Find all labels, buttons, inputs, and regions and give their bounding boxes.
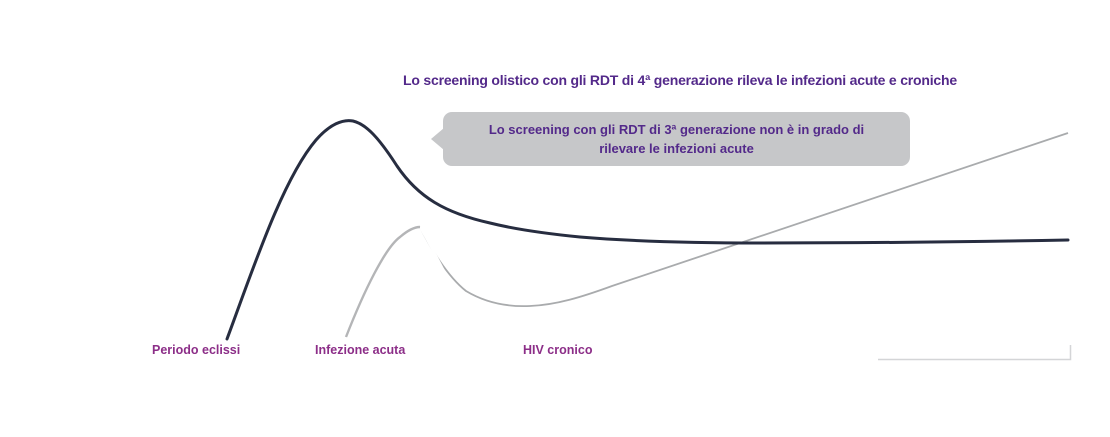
callout-arrow-left-icon xyxy=(431,128,444,150)
acute-curve-fall-white xyxy=(418,226,484,341)
acute-curve-rise xyxy=(344,225,421,338)
callout-text-line2: rilevare le infezioni acute xyxy=(599,141,754,156)
figure-title: Lo screening olistico con gli RDT di 4ª … xyxy=(403,72,957,88)
stage-label-periodo-eclissi: Periodo eclissi xyxy=(152,343,241,357)
callout-text-line1: Lo screening con gli RDT di 3ª generazio… xyxy=(488,122,865,137)
viral-load-curve xyxy=(225,119,1070,341)
stage-label-infezione-acuta: Infezione acuta xyxy=(315,343,406,357)
chronic-area-top-edge xyxy=(419,132,1069,308)
faint-corner-line xyxy=(878,345,1072,361)
stage-label-hiv-cronico: HIV cronico xyxy=(523,343,593,357)
callout-bubble: Lo screening con gli RDT di 3ª generazio… xyxy=(431,112,910,166)
